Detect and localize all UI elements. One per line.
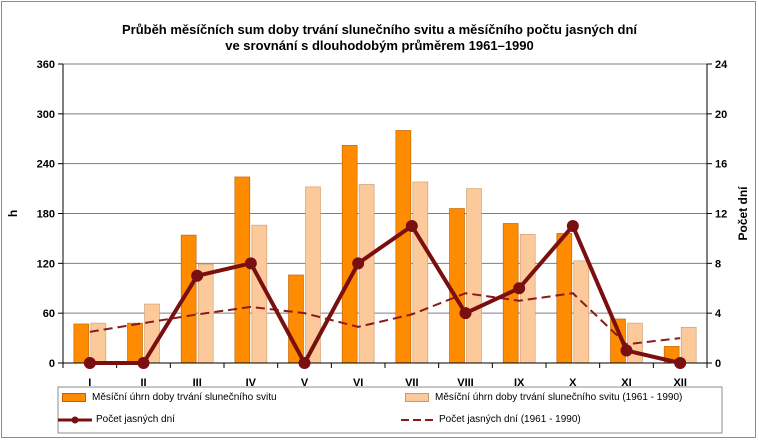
bar-sunshine (127, 322, 143, 364)
x-tick-label: IX (514, 377, 525, 389)
x-tick-label: XI (621, 377, 631, 389)
bar-sunshine (556, 233, 573, 364)
y-tick-label: 300 (37, 109, 55, 121)
legend-swatch-clear-days (58, 415, 92, 425)
chart-title-line2: ve srovnání s dlouhodobým průměrem 1961–… (225, 38, 534, 53)
legend-swatch-sunshine (62, 393, 86, 402)
y-tick-label: 180 (37, 209, 55, 221)
y2-axis-title: Počet dní (736, 186, 750, 241)
y2-tick-label: 8 (715, 258, 721, 270)
marker-clear-days (83, 357, 96, 369)
y-tick-label: 60 (43, 308, 55, 320)
bar-sunshine-normal (358, 184, 375, 364)
bar-sunshine-normal (412, 181, 429, 364)
bar-sunshine-normal (466, 188, 482, 364)
chart-title-line1: Průběh měsíčních sum doby trvání slunečn… (121, 22, 638, 37)
legend-box (57, 386, 723, 434)
marker-clear-days (352, 257, 365, 270)
bar-sunshine (73, 323, 90, 364)
chart-legend: Měsíční úhrn doby trvání slunečního svit… (58, 387, 722, 433)
bar-sunshine (234, 176, 251, 364)
y2-tick-label: 24 (715, 59, 728, 71)
y-tick-label: 360 (37, 59, 55, 71)
y-tick-label: 240 (37, 159, 55, 171)
legend-item-clear-days-normal: Počet jasných dní (1961 - 1990) (401, 414, 581, 425)
legend-swatch-sunshine-normal (405, 393, 429, 402)
y-tick-label: 0 (49, 358, 55, 370)
y2-tick-label: 4 (715, 308, 722, 320)
marker-clear-days (137, 357, 150, 369)
legend-swatch-clear-days-normal (401, 415, 435, 425)
x-tick-label: I (88, 377, 91, 389)
x-tick-label: V (301, 377, 309, 389)
x-tick-label: IV (246, 377, 257, 389)
y2-tick-label: 12 (715, 209, 727, 221)
y2-tick-label: 0 (715, 358, 721, 370)
x-tick-label: VIII (457, 377, 474, 389)
line-clear-days-normal (89, 292, 681, 346)
marker-clear-days (566, 219, 579, 232)
line-clear-days (89, 223, 681, 365)
y2-tick-label: 20 (715, 109, 727, 121)
x-tick-label: III (193, 377, 202, 389)
bar-sunshine (395, 130, 412, 364)
bar-sunshine-normal (573, 260, 590, 364)
y-tick-label: 120 (37, 258, 55, 270)
y-axis-title: h (6, 210, 20, 217)
bar-sunshine-normal (680, 326, 697, 364)
marker-clear-days (298, 357, 311, 369)
y2-tick-label: 16 (715, 159, 727, 171)
marker-clear-days (191, 269, 204, 282)
bar-sunshine (449, 208, 465, 364)
legend-item-clear-days: Počet jasných dní (58, 414, 175, 425)
x-tick-label: VI (353, 377, 363, 389)
x-tick-label: X (569, 377, 577, 389)
legend-label-clear-days: Počet jasných dní (96, 414, 175, 425)
marker-clear-days (459, 307, 472, 320)
chart-title: Průběh měsíčních sum doby trvání slunečn… (0, 22, 759, 54)
legend-item-sunshine: Měsíční úhrn doby trvání slunečního svit… (62, 392, 277, 403)
x-tick-label: XII (673, 377, 686, 389)
marker-clear-days (513, 282, 526, 295)
legend-label-sunshine: Měsíční úhrn doby trvání slunečního svit… (92, 392, 277, 403)
legend-item-sunshine-normal: Měsíční úhrn doby trvání slunečního svit… (405, 392, 682, 403)
bar-sunshine (341, 145, 358, 364)
legend-label-clear-days-normal: Počet jasných dní (1961 - 1990) (439, 414, 581, 425)
bar-sunshine-normal (251, 224, 268, 364)
marker-clear-days (244, 257, 257, 270)
x-tick-label: VII (405, 377, 418, 389)
marker-clear-days (405, 219, 418, 232)
legend-label-sunshine-normal: Měsíční úhrn doby trvání slunečního svit… (435, 392, 683, 403)
x-tick-label: II (140, 377, 146, 389)
marker-clear-days (674, 357, 687, 369)
marker-clear-days (620, 344, 633, 357)
